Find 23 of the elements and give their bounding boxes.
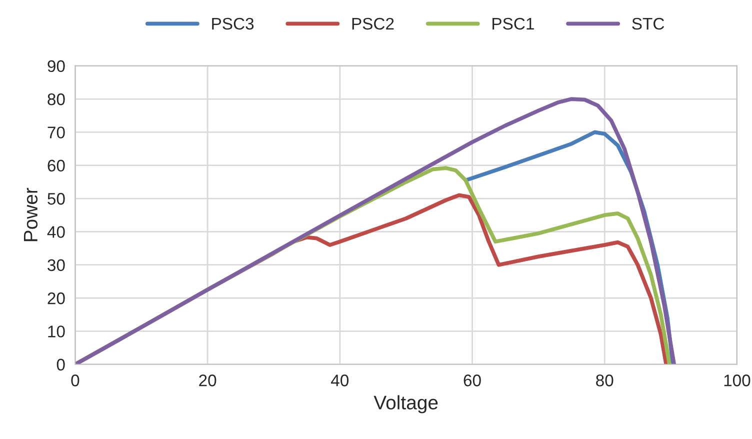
y-axis-title: Power	[24, 188, 38, 242]
legend-label: PSC1	[492, 18, 534, 30]
x-axis-title: Voltage	[374, 395, 438, 414]
x-tick-label: 100	[724, 374, 750, 386]
y-tick-label: 20	[48, 292, 65, 304]
x-tick-label: 40	[331, 374, 349, 386]
x-tick-label: 80	[596, 374, 614, 386]
legend-label: STC	[632, 18, 664, 30]
y-tick-label: 40	[47, 226, 65, 238]
x-tick-label: 20	[199, 374, 216, 386]
legend-label: PSC2	[352, 18, 394, 30]
y-tick-label: 90	[48, 60, 65, 72]
y-tick-label: 70	[48, 126, 65, 138]
x-tick-label: 60	[464, 374, 481, 386]
line-series	[75, 97, 676, 364]
y-tick-label: 30	[48, 259, 65, 272]
y-tick-label: 60	[48, 160, 65, 172]
y-tick-label: 80	[48, 93, 65, 106]
y-tick-label: 10	[48, 326, 65, 338]
y-tick-label: 0	[56, 358, 65, 371]
legend-label: PSC3	[212, 18, 254, 30]
y-tick-label: 50	[48, 192, 65, 205]
x-tick-label: 0	[71, 374, 80, 386]
